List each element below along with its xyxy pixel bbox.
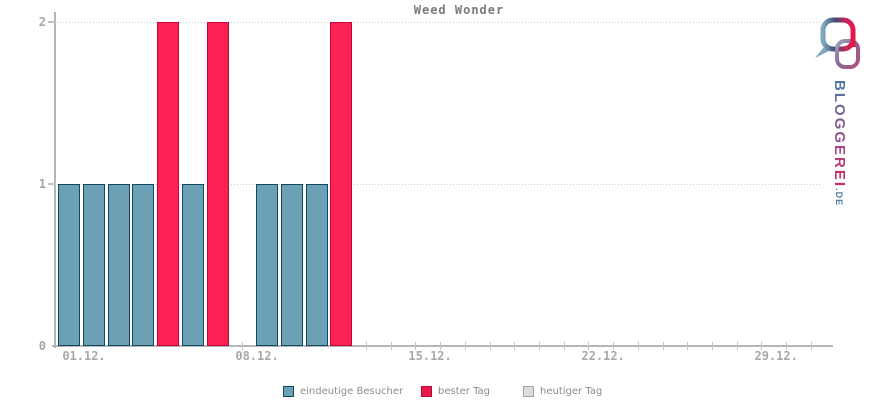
x-axis-tick xyxy=(242,342,244,350)
x-axis-tick xyxy=(563,342,565,350)
y-axis-line xyxy=(54,12,56,348)
x-axis-tick xyxy=(415,342,417,350)
logo-letter: R xyxy=(831,157,848,170)
bar-day-3 xyxy=(107,184,130,346)
legend-swatch-icon xyxy=(421,386,432,397)
bar-day-12 xyxy=(330,22,353,346)
logo-letter: I xyxy=(831,181,848,189)
logo-letter: E xyxy=(831,169,848,182)
x-axis-tick xyxy=(687,342,689,350)
legend-label: bester Tag xyxy=(438,386,491,397)
y-axis-tick xyxy=(48,183,56,185)
bar-day-2 xyxy=(83,184,106,346)
x-tick-label: 08.12. xyxy=(235,349,279,363)
x-axis-tick xyxy=(538,342,540,350)
x-axis-tick xyxy=(489,342,491,350)
x-axis-tick xyxy=(810,342,812,350)
x-axis-tick xyxy=(464,342,466,350)
x-tick-label: 01.12. xyxy=(62,349,106,363)
logo-letter: E xyxy=(831,145,848,158)
bar-day-6 xyxy=(181,184,204,346)
x-tick-label: 22.12. xyxy=(581,349,625,363)
bar-day-1 xyxy=(58,184,81,346)
legend-item: eindeutige Besucher xyxy=(283,386,403,397)
x-axis-tick xyxy=(514,342,516,350)
x-axis-tick xyxy=(712,342,714,350)
logo-wordmark: BLOGGEREI.DE xyxy=(828,80,850,206)
bar-day-5 xyxy=(157,22,180,346)
logo-letter: B xyxy=(831,80,848,93)
bar-day-10 xyxy=(280,184,303,346)
bar-day-9 xyxy=(256,184,279,346)
x-axis-tick xyxy=(736,342,738,350)
y-gridline xyxy=(57,22,820,23)
x-axis-tick xyxy=(761,342,763,350)
x-axis-tick xyxy=(786,342,788,350)
bar-day-4 xyxy=(132,184,155,346)
x-axis-tick xyxy=(662,342,664,350)
y-tick-label: 2 xyxy=(38,15,46,29)
chart-title: Weed Wonder xyxy=(413,3,505,17)
logo-letter: G xyxy=(831,131,848,146)
x-axis-tick xyxy=(613,342,615,350)
legend-label: heutiger Tag xyxy=(540,386,603,397)
x-axis-tick xyxy=(390,342,392,350)
logo-suffix: .DE xyxy=(834,188,844,207)
logo-letter: L xyxy=(831,92,848,105)
y-tick-label: 0 xyxy=(38,339,46,353)
x-tick-label: 15.12. xyxy=(408,349,452,363)
legend-item: heutiger Tag xyxy=(523,386,602,397)
x-axis-tick xyxy=(440,342,442,350)
x-tick-label: 29.12. xyxy=(754,349,798,363)
bloggerei-logo[interactable]: BLOGGEREI.DE xyxy=(812,14,866,224)
chain-links-icon xyxy=(815,17,860,69)
bar-day-11 xyxy=(305,184,328,346)
legend-swatch-icon xyxy=(523,386,534,397)
logo-letter: G xyxy=(831,117,848,132)
y-gridline xyxy=(57,184,820,185)
legend-label: eindeutige Besucher xyxy=(300,386,404,397)
x-axis-tick xyxy=(588,342,590,350)
legend: eindeutige Besucher bester Tag heutiger Ta… xyxy=(0,386,870,400)
y-tick-label: 1 xyxy=(38,177,46,191)
x-axis-tick xyxy=(365,342,367,350)
y-axis-tick xyxy=(48,21,56,23)
x-axis-line xyxy=(52,345,833,347)
x-axis-tick xyxy=(637,342,639,350)
legend-item: bester Tag xyxy=(421,386,490,397)
logo-letter: O xyxy=(831,104,848,118)
bar-day-7 xyxy=(206,22,229,346)
legend-swatch-icon xyxy=(283,386,294,397)
